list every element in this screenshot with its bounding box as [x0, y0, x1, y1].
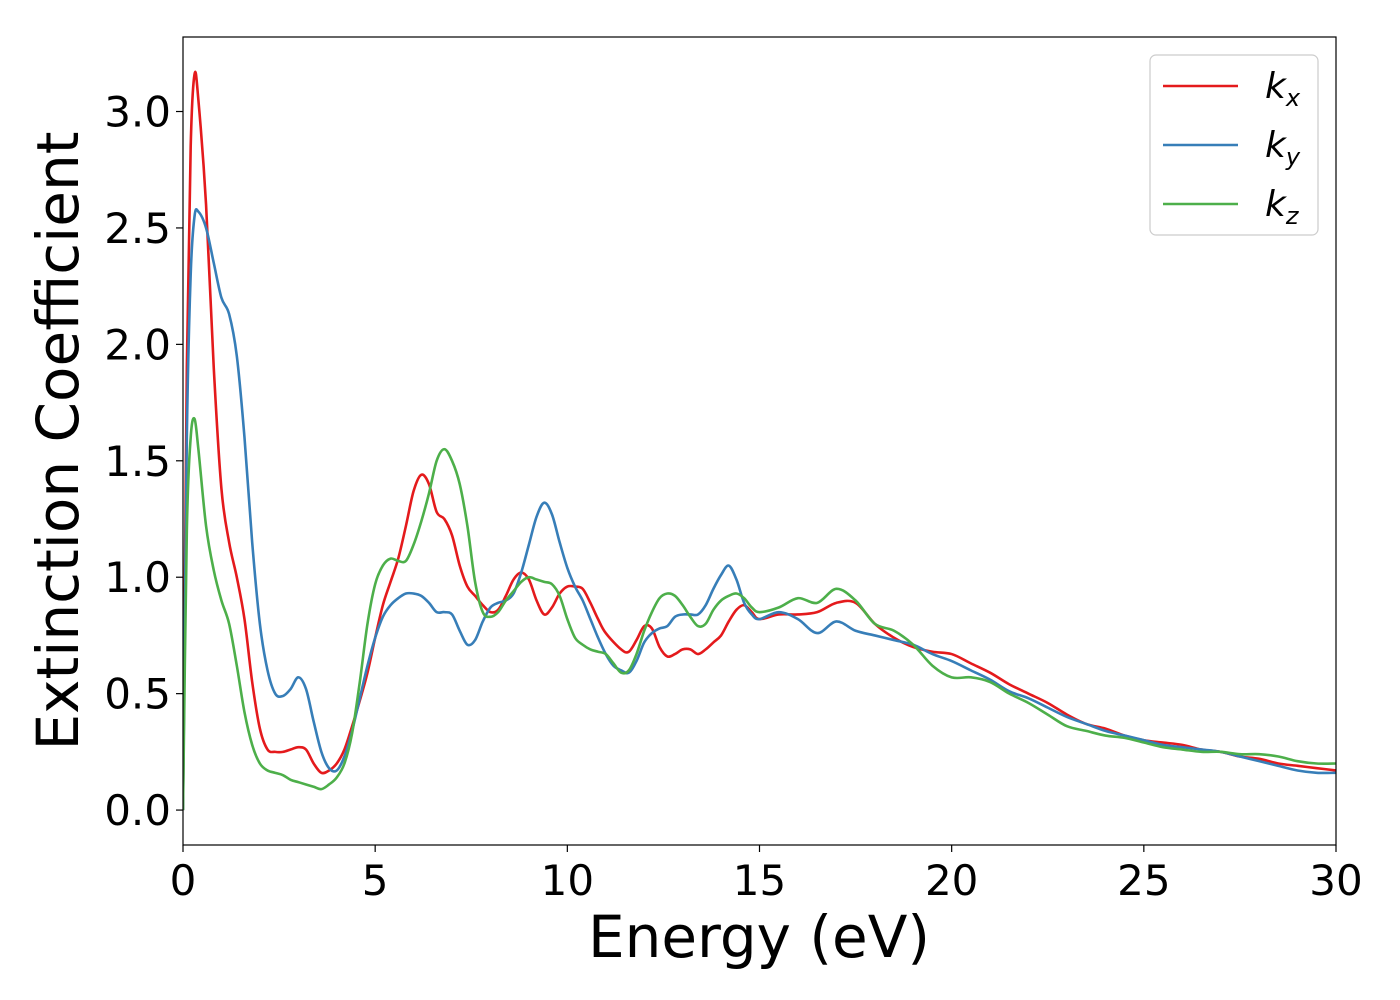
- x-tick-label: 10: [541, 856, 594, 905]
- x-tick-label: 25: [1117, 856, 1170, 905]
- legend-label-kx: kx: [1265, 66, 1301, 112]
- y-tick-label: 1.0: [104, 553, 171, 602]
- legend-label-base: k: [1265, 125, 1288, 166]
- legend-label-subscript: y: [1285, 143, 1301, 171]
- x-tick-label: 20: [925, 856, 978, 905]
- legend-label-ky: ky: [1265, 125, 1301, 171]
- y-tick-label: 0.0: [104, 786, 171, 835]
- x-tick-label: 5: [362, 856, 389, 905]
- y-tick-label: 1.5: [104, 437, 171, 486]
- x-axis-title: Energy (eV): [588, 903, 930, 971]
- x-tick-label: 30: [1309, 856, 1362, 905]
- x-axis: 0 5 10 15 20 25 30: [170, 845, 1363, 905]
- y-tick-label: 3.0: [104, 88, 171, 137]
- y-tick-label: 2.5: [104, 204, 171, 253]
- legend-label-kz: kz: [1265, 184, 1300, 230]
- x-tick-label: 15: [733, 856, 786, 905]
- series-line-ky: [183, 208, 1336, 811]
- series-line-kz: [183, 417, 1336, 811]
- legend-label-subscript: z: [1285, 202, 1300, 230]
- legend-label-base: k: [1265, 66, 1288, 107]
- y-axis: 0.0 0.5 1.0 1.5 2.0 2.5 3.0: [104, 88, 183, 835]
- series-layer: [183, 70, 1336, 811]
- series-line-kx: [183, 70, 1336, 811]
- legend-label-base: k: [1265, 184, 1288, 225]
- y-tick-label: 2.0: [104, 320, 171, 369]
- x-tick-label: 0: [170, 856, 197, 905]
- legend-label-subscript: x: [1285, 84, 1301, 112]
- y-axis-title: Extinction Coefficient: [24, 132, 92, 751]
- y-tick-label: 0.5: [104, 670, 171, 719]
